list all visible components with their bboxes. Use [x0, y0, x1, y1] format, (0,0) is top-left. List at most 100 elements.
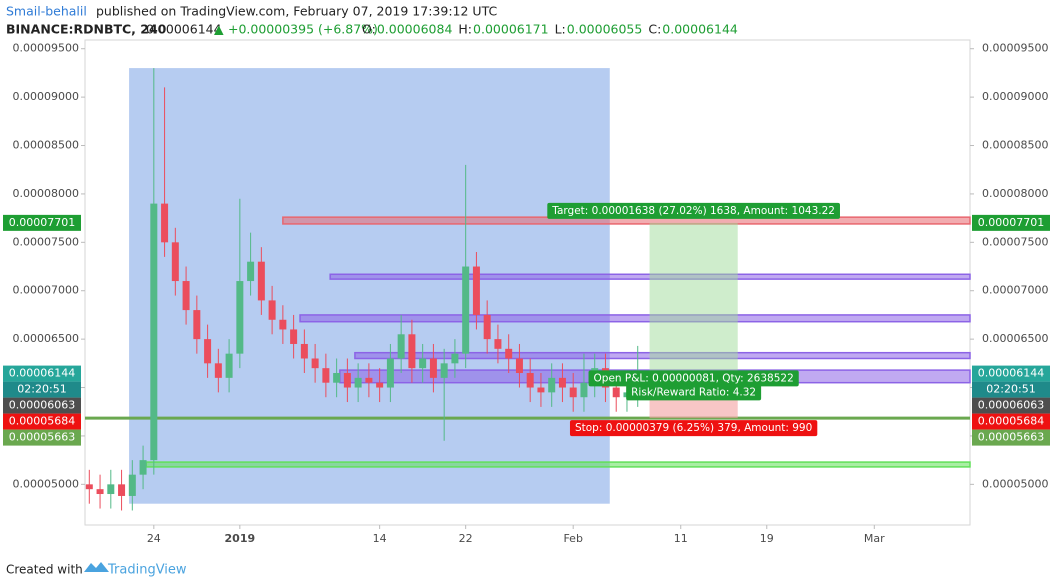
ohlc-key: O:: [362, 22, 376, 37]
ohlc-value: 0.00006144: [662, 22, 738, 37]
y-tick-label: 0.00008500: [13, 139, 79, 152]
price-tag: [972, 214, 1050, 231]
last-price: 0.00006144: [146, 22, 222, 37]
candle-body: [107, 484, 115, 495]
range-box: [129, 68, 610, 504]
x-tick-label: Feb: [563, 532, 582, 545]
candle-body: [96, 489, 104, 495]
y-tick-label: 0.00009000: [13, 90, 79, 103]
candle-body: [505, 348, 513, 359]
y-tick-label: 0.00009500: [982, 42, 1048, 55]
y-tick-label: 0.00005000: [982, 477, 1048, 490]
candle-body: [376, 382, 384, 388]
y-tick-label: 0.00008500: [982, 139, 1048, 152]
stop-label-text: Stop: 0.00000379 (6.25%) 379, Amount: 99…: [575, 422, 812, 434]
candle-body: [150, 203, 158, 461]
price-tag-label: 0.00005663: [9, 431, 75, 444]
candle-body: [386, 358, 394, 388]
target-label-bg: [547, 202, 840, 219]
x-tick-label: 11: [674, 532, 688, 545]
candle-body: [193, 310, 201, 340]
y-tick-label: 0.00006500: [13, 332, 79, 345]
x-tick-label: 24: [147, 532, 161, 545]
candle-body: [247, 261, 255, 282]
candle-body: [419, 358, 427, 369]
candle-body: [612, 387, 620, 398]
price-tag-label: 0.00006063: [978, 399, 1044, 412]
rr-label-bg: [626, 384, 762, 401]
price-tag: [3, 214, 81, 231]
price-tag-label: 0.00005663: [978, 431, 1044, 444]
arrow: ▲: [214, 22, 224, 37]
author[interactable]: Smail-behalil: [6, 4, 87, 19]
price-tag-label: 02:20:51: [17, 383, 66, 396]
candle-body: [440, 363, 448, 378]
target-label-text: Target: 0.00001638 (27.02%) 1638, Amount…: [551, 205, 835, 217]
candle-body: [537, 387, 545, 393]
price-tag: [3, 365, 81, 382]
price-tag-label: 0.00006063: [9, 399, 75, 412]
candle-body: [365, 377, 373, 383]
candle-body: [311, 358, 319, 369]
candle-body: [300, 343, 308, 359]
ohlc-value: 0.00006171: [473, 22, 549, 37]
zone: [145, 461, 971, 468]
zone: [299, 314, 971, 323]
candle-body: [279, 319, 287, 330]
candle-body: [429, 358, 437, 378]
price-tag: [972, 381, 1050, 398]
candle-body: [483, 314, 491, 340]
price-tag-label: 0.00005684: [9, 415, 75, 428]
candle-body: [290, 329, 298, 344]
x-tick-label: 2019: [225, 532, 256, 545]
candle-body: [333, 373, 341, 383]
target-area: [649, 222, 738, 382]
ohlc-key: C:: [648, 22, 661, 37]
candle-body: [558, 377, 566, 388]
candle-body: [118, 484, 126, 496]
x-tick-label: 14: [373, 532, 387, 545]
price-tag: [972, 397, 1050, 414]
candle-body: [257, 261, 265, 301]
candle-body: [225, 353, 233, 378]
x-tick-label: 19: [760, 532, 774, 545]
pnl-label-bg: [588, 370, 799, 387]
candle-body: [397, 334, 405, 359]
candle-body: [472, 266, 480, 315]
y-tick-label: 0.00007000: [13, 284, 79, 297]
candle-body: [268, 300, 276, 320]
candle-body: [354, 377, 362, 388]
candle-body: [139, 460, 147, 475]
footer-brand[interactable]: TradingView: [107, 563, 187, 578]
candle-body: [548, 377, 556, 393]
y-tick-label: 0.00008000: [982, 187, 1048, 200]
candle-body: [343, 373, 351, 388]
x-tick-label: Mar: [864, 532, 885, 545]
price-tag: [3, 413, 81, 430]
price-tag-label: 0.00007701: [9, 216, 75, 229]
price-tag: [972, 429, 1050, 446]
y-tick-label: 0.00007500: [13, 235, 79, 248]
price-tag: [972, 365, 1050, 382]
candle-body: [128, 474, 136, 496]
candle-body: [580, 382, 588, 398]
rr-label: Risk/Reward Ratio: 4.32: [626, 384, 762, 401]
ohlc-value: 0.00006055: [567, 22, 643, 37]
y-tick-label: 0.00009500: [13, 42, 79, 55]
candle-body: [182, 281, 190, 311]
candle-body: [515, 358, 523, 374]
candle-body: [462, 266, 470, 354]
y-tick-label: 0.00008000: [13, 187, 79, 200]
x-tick-label: 22: [459, 532, 473, 545]
price-tag: [3, 397, 81, 414]
price-tag-label: 02:20:51: [986, 383, 1035, 396]
ohlc-key: H:: [458, 22, 472, 37]
price-tag-label: 0.00006144: [9, 367, 75, 380]
price-tag-label: 0.00005684: [978, 415, 1044, 428]
rr-label-text: Risk/Reward Ratio: 4.32: [631, 386, 756, 398]
candle-body: [214, 363, 222, 378]
price-tag: [972, 413, 1050, 430]
y-tick-label: 0.00007000: [982, 284, 1048, 297]
price-tag-label: 0.00006144: [978, 367, 1044, 380]
candle-body: [494, 339, 502, 349]
